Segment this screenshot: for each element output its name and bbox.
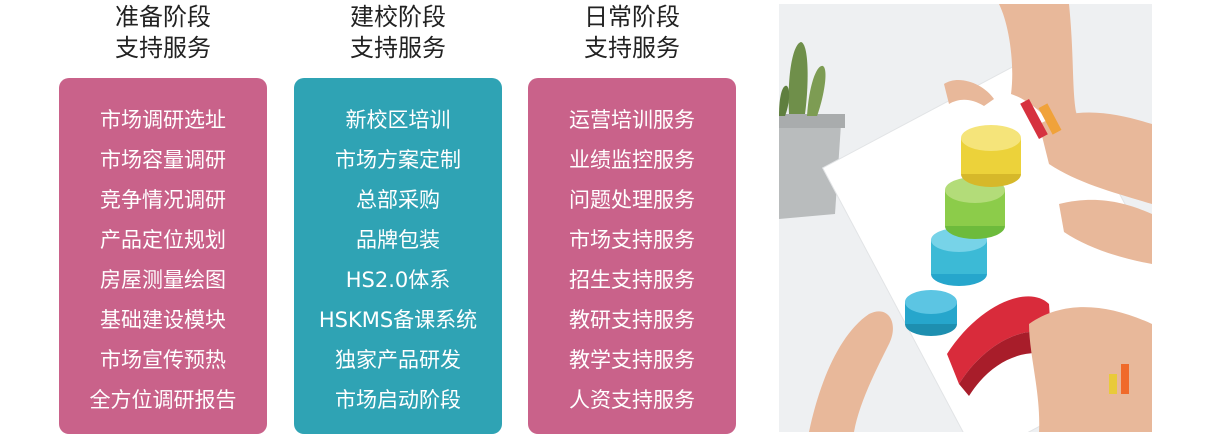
service-item: HS2.0体系 [345,268,451,292]
service-item: 市场启动阶段 [335,388,461,412]
service-item: 总部采购 [356,188,440,212]
stage-column-prep: 准备阶段 支持服务 市场调研选址 市场容量调研 竞争情况调研 产品定位规划 房屋… [59,0,267,434]
stage-heading-line2: 支持服务 [584,34,680,62]
service-card: 市场调研选址 市场容量调研 竞争情况调研 产品定位规划 房屋测量绘图 基础建设模… [59,78,267,434]
stage-heading-line1: 建校阶段 [350,3,446,31]
service-item: 市场调研选址 [100,108,226,132]
photo-illustration [779,4,1152,432]
service-item: 教研支持服务 [569,308,695,332]
stage-heading-line2: 支持服务 [350,34,446,62]
service-item: 招生支持服务 [569,268,695,292]
service-item: 房屋测量绘图 [100,268,226,292]
stage-heading-line1: 准备阶段 [115,3,211,31]
service-card: 运营培训服务 业绩监控服务 问题处理服务 市场支持服务 招生支持服务 教研支持服… [528,78,736,434]
stage-heading-line1: 日常阶段 [584,3,680,31]
service-item: 竞争情况调研 [100,188,226,212]
service-item: 市场宣传预热 [100,348,226,372]
business-chart-photo [779,4,1152,432]
service-item: 市场支持服务 [569,228,695,252]
hands-icon [809,4,1152,432]
service-item: 基础建设模块 [100,308,226,332]
service-item: 全方位调研报告 [89,388,237,412]
service-item: 运营培训服务 [569,108,695,132]
service-list: 运营培训服务 业绩监控服务 问题处理服务 市场支持服务 招生支持服务 教研支持服… [528,100,736,420]
service-item: 市场容量调研 [100,148,226,172]
stage-heading: 建校阶段 支持服务 [294,0,502,64]
service-item: 问题处理服务 [569,188,695,212]
service-list: 新校区培训 市场方案定制 总部采购 品牌包装 HS2.0体系 HSKMS备课系统… [294,100,502,420]
service-item: HSKMS备课系统 [318,308,478,332]
service-item: 产品定位规划 [100,228,226,252]
service-item: 教学支持服务 [569,348,695,372]
service-list: 市场调研选址 市场容量调研 竞争情况调研 产品定位规划 房屋测量绘图 基础建设模… [59,100,267,420]
service-item: 品牌包装 [356,228,440,252]
service-item: 独家产品研发 [335,348,461,372]
stage-column-daily: 日常阶段 支持服务 运营培训服务 业绩监控服务 问题处理服务 市场支持服务 招生… [528,0,736,434]
stage-heading: 日常阶段 支持服务 [528,0,736,64]
stage-column-build: 建校阶段 支持服务 新校区培训 市场方案定制 总部采购 品牌包装 HS2.0体系… [294,0,502,434]
stage-heading: 准备阶段 支持服务 [59,0,267,64]
service-item: 市场方案定制 [335,148,461,172]
stage-heading-line2: 支持服务 [115,34,211,62]
bar-chart-icon [905,125,1051,396]
service-item: 业绩监控服务 [569,148,695,172]
background-bars-icon [1020,98,1129,394]
service-card: 新校区培训 市场方案定制 总部采购 品牌包装 HS2.0体系 HSKMS备课系统… [294,78,502,434]
service-item: 新校区培训 [345,108,451,132]
service-item: 人资支持服务 [569,388,695,412]
plant-icon [779,42,845,219]
